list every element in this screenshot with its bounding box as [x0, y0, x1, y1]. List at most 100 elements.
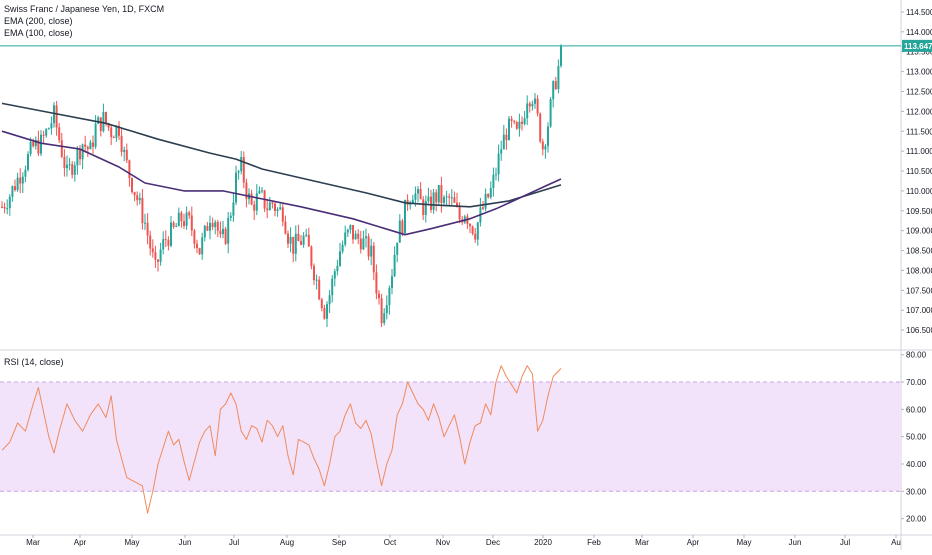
candle-body — [162, 239, 165, 250]
candle-body — [427, 196, 430, 202]
candle-body — [534, 98, 536, 104]
price-tick-label: 111.500 — [906, 127, 932, 136]
candle-body — [105, 112, 107, 124]
candle-body — [50, 123, 53, 129]
candle-body — [58, 127, 61, 141]
candle-body — [118, 125, 120, 136]
candle-body — [141, 197, 144, 224]
legend-ema100: EMA (100, close) — [4, 28, 73, 38]
candle-body — [297, 233, 300, 242]
time-tick-label: Jun — [789, 538, 802, 547]
candle-body — [424, 201, 427, 215]
candle-body — [34, 139, 37, 147]
candle-body — [515, 122, 518, 129]
candle-body — [79, 148, 81, 160]
candle-body — [372, 245, 375, 273]
candle-body — [388, 287, 391, 306]
candle-body — [102, 112, 105, 132]
candle-body — [469, 224, 471, 227]
candle-body — [271, 202, 274, 204]
ema100-line — [1, 130, 562, 236]
candle-body — [531, 103, 534, 107]
candle-body — [183, 221, 185, 226]
candle-body — [219, 230, 222, 235]
time-tick-label: Au — [891, 538, 901, 547]
candle-body — [211, 222, 214, 228]
candle-body — [292, 236, 295, 254]
candle-body — [310, 246, 313, 267]
candle-body — [37, 139, 40, 154]
candles — [1, 44, 562, 327]
candle-body — [396, 242, 399, 255]
candle-body — [190, 215, 193, 231]
ema-lines — [1, 102, 562, 236]
candle-body — [32, 141, 35, 147]
candle-body — [14, 186, 16, 191]
candle-body — [432, 192, 435, 210]
price-tick-label: 108.500 — [906, 247, 932, 256]
price-tick-label: 110.500 — [906, 167, 932, 176]
time-tick-label: May — [124, 538, 139, 547]
candle-body — [300, 241, 302, 245]
time-tick-label: Mar — [635, 538, 649, 547]
candle-body — [146, 222, 149, 236]
candle-body — [164, 239, 167, 241]
candle-body — [552, 81, 555, 100]
candle-body — [448, 196, 451, 198]
price-tick-label: 113.000 — [906, 68, 932, 77]
candle-body — [313, 266, 315, 281]
candle-body — [232, 202, 235, 216]
candle-body — [86, 146, 89, 150]
candle-body — [336, 265, 339, 272]
candle-body — [47, 128, 50, 130]
legend-rsi: RSI (14, close) — [4, 356, 64, 368]
candle-body — [92, 142, 94, 147]
time-tick-label: Feb — [587, 538, 601, 547]
candle-body — [214, 222, 217, 228]
candle-body — [255, 193, 258, 211]
candle-body — [172, 222, 175, 227]
rsi-tick-label: 80.00 — [906, 351, 927, 360]
time-tick-label: Sep — [332, 538, 347, 547]
candle-body — [16, 177, 19, 191]
candle-body — [258, 190, 261, 194]
candle-body — [307, 234, 310, 247]
candle-body — [346, 229, 349, 233]
candle-body — [510, 118, 513, 122]
candle-body — [417, 189, 419, 194]
candle-body — [42, 134, 45, 136]
candle-body — [45, 129, 48, 136]
candle-body — [443, 197, 445, 203]
price-tick-label: 114.000 — [906, 28, 932, 37]
candle-body — [489, 187, 492, 198]
price-tick-label: 108.000 — [906, 266, 932, 275]
candle-body — [131, 178, 133, 193]
candle-body — [128, 160, 131, 179]
time-tick-label: Jul — [840, 538, 850, 547]
candle-body — [549, 99, 552, 127]
candle-body — [138, 197, 141, 201]
candle-body — [352, 225, 354, 240]
candle-body — [302, 235, 305, 245]
ema200-line — [1, 102, 562, 208]
candle-body — [229, 215, 232, 218]
candle-body — [71, 164, 74, 175]
last-price-label: 113.647 — [0, 39, 932, 52]
candle-body — [440, 185, 443, 203]
candle-body — [253, 204, 256, 211]
rsi-tick-label: 50.00 — [906, 433, 927, 442]
candle-body — [287, 233, 289, 244]
candle-body — [180, 212, 183, 222]
candle-body — [89, 142, 92, 150]
candle-body — [188, 212, 191, 216]
candle-body — [320, 299, 323, 309]
candle-body — [495, 174, 497, 176]
candle-body — [206, 225, 209, 231]
candle-body — [414, 193, 417, 200]
candle-body — [328, 295, 331, 305]
candle-body — [136, 195, 139, 201]
candle-body — [112, 137, 115, 139]
candle-body — [505, 134, 508, 141]
